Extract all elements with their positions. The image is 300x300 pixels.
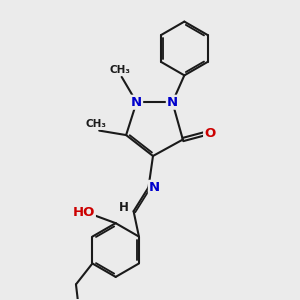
Text: N: N	[131, 96, 142, 109]
Text: N: N	[167, 96, 178, 109]
Text: HO: HO	[73, 206, 95, 219]
Text: O: O	[204, 127, 215, 140]
Text: H: H	[119, 201, 129, 214]
Text: CH₃: CH₃	[110, 65, 130, 75]
Text: CH₃: CH₃	[85, 119, 106, 129]
Text: N: N	[149, 181, 160, 194]
